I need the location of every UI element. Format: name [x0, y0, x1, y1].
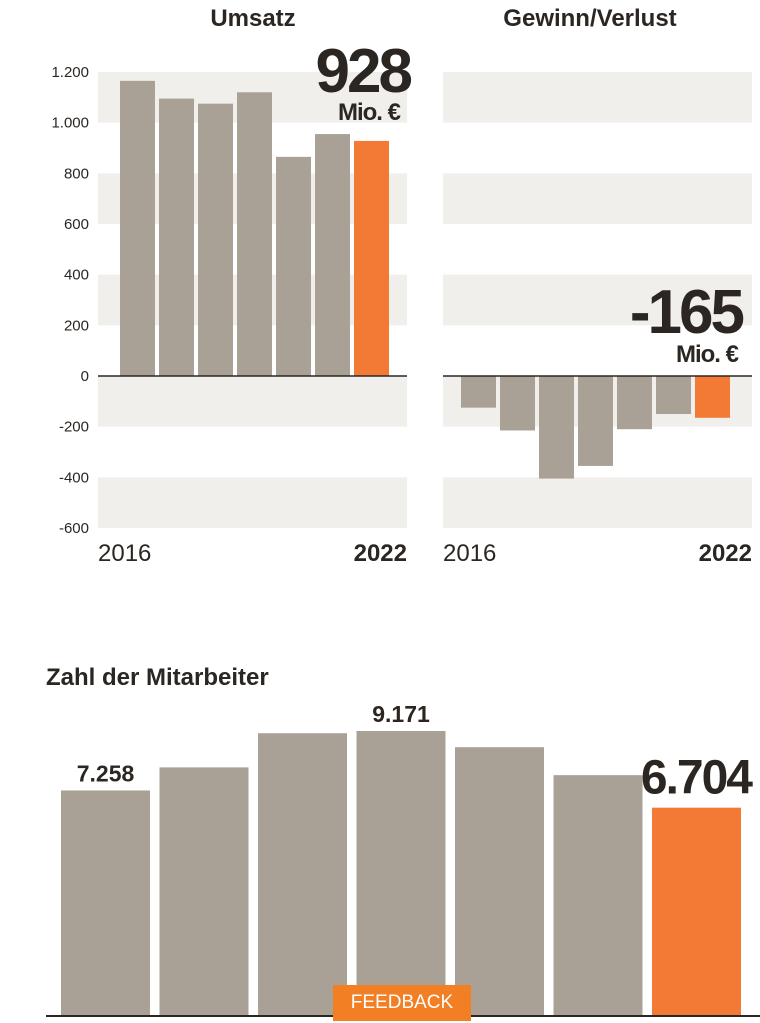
umsatz-y-tick-label: -600 [59, 520, 89, 537]
gewinn-verlust-bars [443, 375, 752, 479]
umsatz-y-tick-label: -200 [59, 419, 89, 436]
umsatz-y-tick-label: 1.000 [51, 115, 89, 132]
umsatz-callout-value: 928 [316, 37, 412, 106]
umsatz-grid-band [98, 376, 407, 427]
gewinn-verlust-grid-band [443, 477, 752, 528]
umsatz-y-tick-label: 0 [81, 368, 89, 385]
mitarbeiter-chart: Zahl der Mitarbeiter 7.258 9.171 6.704 [46, 664, 760, 1017]
mitarbeiter-bar-label: 6.704 [641, 752, 753, 805]
umsatz-y-tick-label: 200 [64, 317, 89, 334]
mitarbeiter-bar-label: 9.171 [372, 701, 430, 727]
umsatz-x-end-label: 2022 [354, 540, 407, 567]
umsatz-bar-2021 [315, 134, 350, 376]
gewinn-verlust-title: Gewinn/Verlust [503, 5, 676, 32]
gewinn-verlust-bar-2021 [656, 376, 691, 414]
umsatz-callout-unit: Mio. € [338, 99, 401, 126]
mitarbeiter-bar-2018 [258, 733, 347, 1016]
mitarbeiter-bar-label: 7.258 [77, 760, 135, 786]
gewinn-verlust-x-end-label: 2022 [699, 540, 752, 567]
umsatz-y-tick-label: 400 [64, 267, 89, 284]
umsatz-bar-2019 [237, 92, 272, 377]
umsatz-x-start-label: 2016 [98, 540, 151, 567]
gewinn-verlust-grid-band [443, 274, 752, 326]
umsatz-bar-2018 [198, 103, 233, 377]
gewinn-verlust-bar-2016 [461, 376, 496, 408]
gewinn-verlust-bar-2019 [578, 376, 613, 466]
umsatz-title: Umsatz [210, 5, 295, 32]
gewinn-verlust-chart: Gewinn/Verlust -165 Mio. € 2016 2022 [443, 5, 752, 567]
umsatz-bar-2020 [276, 156, 311, 376]
mitarbeiter-bar-2021 [553, 775, 643, 1016]
gewinn-verlust-bar-2018 [539, 376, 574, 479]
feedback-button[interactable]: FEEDBACK [333, 985, 471, 1021]
umsatz-bars [98, 80, 407, 377]
mitarbeiter-bar-labels: 7.258 9.171 6.704 [77, 701, 756, 805]
umsatz-bar-2022 [354, 140, 389, 376]
umsatz-y-axis: -600 -400 -200 0 200 400 600 800 1.000 1.200 [51, 64, 89, 537]
umsatz-bar-2017 [159, 98, 194, 376]
gewinn-verlust-bar-2020 [617, 376, 652, 430]
gewinn-verlust-x-start-label: 2016 [443, 540, 496, 567]
mitarbeiter-bar-2017 [159, 767, 249, 1016]
gewinn-verlust-bar-2022 [695, 376, 730, 418]
gewinn-verlust-grid-band [443, 72, 752, 123]
umsatz-y-tick-label: 800 [64, 165, 89, 182]
mitarbeiter-bar-2020 [455, 747, 544, 1016]
mitarbeiter-title: Zahl der Mitarbeiter [46, 664, 269, 691]
gewinn-verlust-grid-band [443, 173, 752, 224]
umsatz-grid-band [98, 477, 407, 528]
umsatz-y-tick-label: 600 [64, 216, 89, 233]
umsatz-chart: -600 -400 -200 0 200 400 600 800 1.000 1.200 Umsa… [51, 5, 414, 567]
gewinn-verlust-callout-unit: Mio. € [676, 341, 739, 368]
mitarbeiter-bar-2022 [652, 807, 741, 1016]
gewinn-verlust-callout-value: -165 [630, 278, 744, 347]
mitarbeiter-bar-2019 [356, 731, 446, 1016]
umsatz-y-tick-label: 1.200 [51, 64, 89, 81]
umsatz-y-tick-label: -400 [59, 469, 89, 486]
mitarbeiter-bar-2016 [61, 790, 150, 1016]
gewinn-verlust-bar-2017 [500, 376, 535, 431]
umsatz-bar-2016 [120, 80, 155, 376]
